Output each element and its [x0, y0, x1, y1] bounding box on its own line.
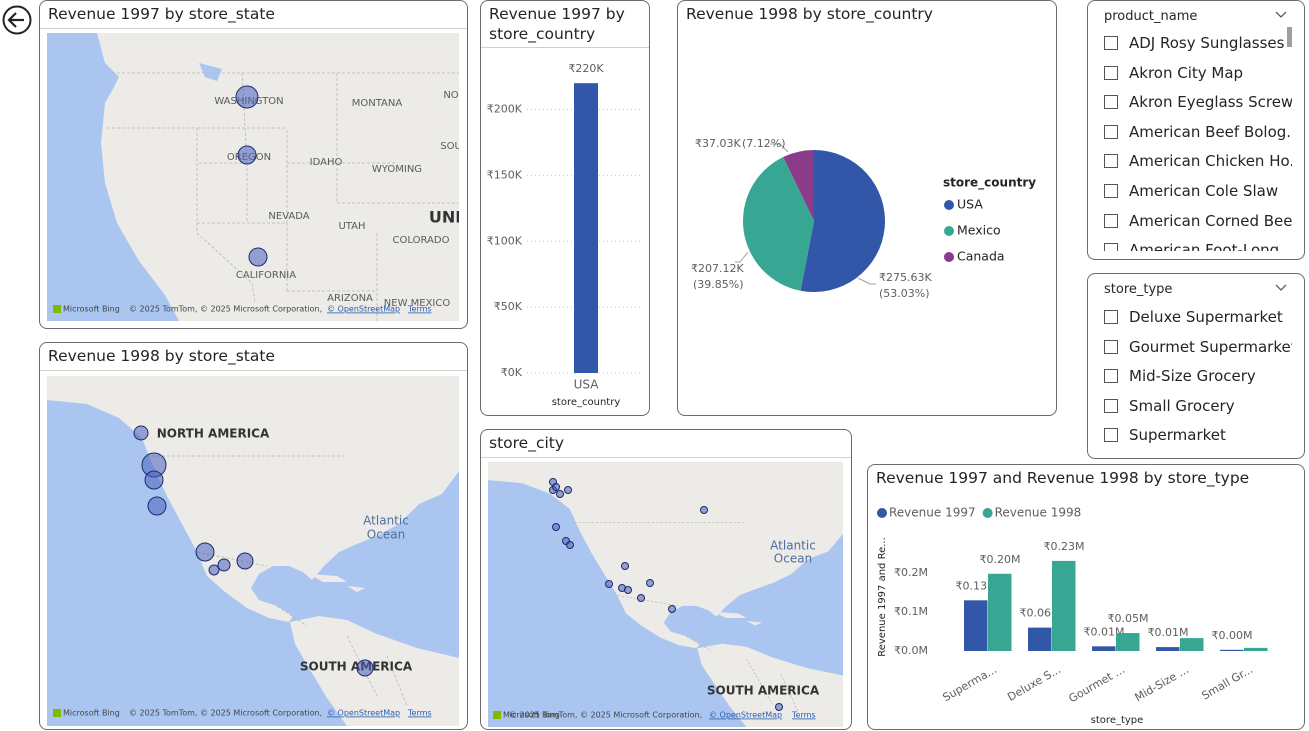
slicer-list: Deluxe Supermarket Gourmet Supermarket Mid…: [1087, 273, 1292, 458]
panel: Revenue 1997 by store_state: [39, 0, 468, 329]
slicer-item[interactable]: Small Grocery: [1087, 397, 1292, 415]
visual-title: Revenue 1997 and Revenue 1998 by store_t…: [876, 469, 1250, 487]
slicer-item-label[interactable]: Mid-Size Grocery: [1129, 367, 1256, 385]
back-button[interactable]: [2, 5, 32, 35]
slicer-item[interactable]: ADJ Rosy Sunglasses: [1087, 34, 1292, 52]
checkbox[interactable]: [1104, 213, 1118, 228]
slicer-item[interactable]: Deluxe Supermarket: [1087, 308, 1292, 326]
visual-title: store_city: [489, 434, 565, 452]
slicer-item-label[interactable]: Akron City Map: [1129, 63, 1244, 82]
slicer-item-label[interactable]: Supermarket: [1129, 426, 1226, 444]
slicer-item[interactable]: American Corned Beef: [1087, 212, 1292, 230]
checkbox[interactable]: [1104, 339, 1118, 354]
checkbox[interactable]: [1104, 243, 1118, 251]
slicer-item-label[interactable]: Small Grocery: [1129, 396, 1235, 415]
panel: [1087, 273, 1305, 459]
visual-title: Revenue 1997 by store_country: [489, 5, 625, 43]
slicer-item-label[interactable]: American Chicken Ho...: [1129, 152, 1292, 171]
visual-title: Revenue 1998 by store_state: [48, 347, 275, 365]
slicer-item[interactable]: American Beef Bolog...: [1087, 123, 1292, 141]
slicer-item-label[interactable]: Gourmet Supermarket: [1129, 337, 1292, 356]
checkbox[interactable]: [1104, 369, 1118, 383]
panel: store_city: [480, 429, 852, 730]
slicer-item[interactable]: American Cole Slaw: [1087, 182, 1292, 200]
slicer-item[interactable]: Supermarket: [1087, 426, 1292, 444]
back-arrow: [7, 12, 24, 28]
checkbox[interactable]: [1104, 154, 1118, 169]
slicer-item-label[interactable]: American Corned Beef: [1129, 211, 1292, 230]
title-separator: [481, 47, 649, 48]
slicer-item[interactable]: Mid-Size Grocery: [1087, 367, 1292, 385]
slicer-item[interactable]: Akron City Map: [1087, 64, 1292, 82]
slicer-item-label[interactable]: Deluxe Supermarket: [1129, 308, 1283, 326]
visual-title: Revenue 1998 by store_country: [686, 5, 933, 23]
slicer-item[interactable]: American Chicken Ho...: [1087, 152, 1292, 170]
panel: [1087, 0, 1305, 260]
slicer-item[interactable]: American Foot-Long...: [1087, 241, 1292, 251]
checkbox[interactable]: [1104, 65, 1118, 80]
slicer-title: store_type: [1104, 282, 1173, 297]
panel: Revenue 1998 by store_state: [39, 342, 468, 730]
slicer-item[interactable]: Gourmet Supermarket: [1087, 338, 1292, 356]
checkbox[interactable]: [1104, 310, 1118, 324]
title-separator: [481, 457, 851, 458]
slicer-list: ADJ Rosy Sunglasses Akron City Map Akron E…: [1087, 0, 1292, 251]
checkbox[interactable]: [1104, 184, 1118, 198]
panel: Revenue 1997 by store_country: [480, 0, 650, 416]
slicer-item-label[interactable]: American Cole Slaw: [1129, 182, 1279, 200]
checkbox[interactable]: [1104, 95, 1118, 110]
checkbox[interactable]: [1104, 36, 1118, 50]
slicer-item-label[interactable]: American Beef Bolog...: [1129, 122, 1292, 141]
checkbox[interactable]: [1104, 398, 1118, 413]
slicer-item[interactable]: Akron Eyeglass Screw...: [1087, 93, 1292, 111]
title-separator: [40, 28, 467, 29]
slicer-item-label[interactable]: American Foot-Long...: [1129, 241, 1292, 251]
slicer-title: product_name: [1104, 9, 1198, 24]
title-separator: [40, 370, 467, 371]
panel: Revenue 1997 and Revenue 1998 by store_t…: [867, 464, 1305, 730]
checkbox[interactable]: [1104, 124, 1118, 139]
panel: Revenue 1998 by store_country: [677, 0, 1057, 416]
back-circle: [2, 5, 32, 35]
slicer-item-label[interactable]: Akron Eyeglass Screw...: [1129, 93, 1292, 112]
checkbox[interactable]: [1104, 428, 1118, 442]
slicer-item-label[interactable]: ADJ Rosy Sunglasses: [1129, 34, 1285, 52]
visual-title: Revenue 1997 by store_state: [48, 5, 275, 23]
